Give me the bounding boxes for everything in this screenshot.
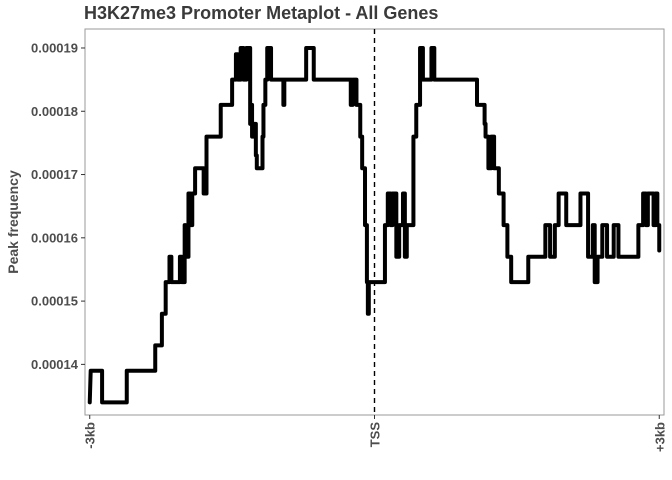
x-tick-label: +3kb bbox=[652, 422, 667, 452]
peak-frequency-line bbox=[87, 45, 662, 405]
y-tick-label: 0.00014 bbox=[31, 357, 79, 372]
chart-title: H3K27me3 Promoter Metaplot - All Genes bbox=[84, 3, 439, 23]
y-axis-title: Peak frequency bbox=[5, 170, 21, 274]
x-tick-label: TSS bbox=[368, 422, 383, 448]
x-tick-label: -3kb bbox=[83, 422, 98, 449]
x-axis: -3kb TSS +3kb bbox=[83, 415, 667, 452]
y-tick-label: 0.00016 bbox=[31, 230, 78, 245]
y-tick-label: 0.00017 bbox=[31, 167, 78, 182]
y-tick-label: 0.00015 bbox=[31, 294, 78, 309]
y-tick-label: 0.00019 bbox=[31, 40, 78, 55]
y-tick-label: 0.00018 bbox=[31, 104, 78, 119]
y-axis: 0.00014 0.00015 0.00016 0.00017 0.00018 0.000… bbox=[31, 40, 85, 372]
